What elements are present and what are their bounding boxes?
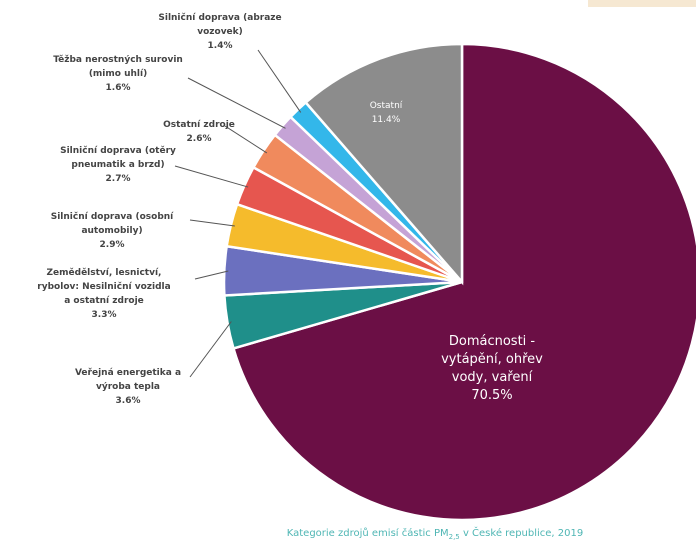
slice-value-label: 11.4% (372, 115, 401, 125)
slice-label-line: Veřejná energetika a (75, 368, 181, 378)
slice-label-9: Ostatní 11.4% (370, 101, 403, 125)
leader-line-2 (189, 321, 232, 378)
slice-label-3: Zemědělství, lesnictví, rybolov: Nesilnič… (37, 267, 170, 320)
leader-line-5 (174, 165, 249, 188)
pie-slice-1 (231, 42, 696, 522)
slice-label-1: Domácnosti - vytápění, ohřev vody, vaření 7… (441, 334, 543, 403)
slice-label-line: a ostatní zdroje (64, 296, 144, 306)
slice-label-line: (mimo uhlí) (89, 69, 147, 79)
slice-value-label: 70.5% (471, 388, 512, 403)
slice-label-6: Ostatní zdroje 2.6% (163, 120, 235, 144)
slice-label-8: Silniční doprava (abraze vozovek) 1.4% (158, 12, 281, 51)
caption-subscript: 2,5 (448, 533, 460, 541)
slice-label-line: rybolov: Nesilniční vozidla (37, 281, 170, 292)
slice-label-line: Ostatní zdroje (163, 120, 235, 130)
slice-label-line: výroba tepla (96, 382, 160, 392)
pie-slice-9 (303, 42, 464, 286)
slice-label-7: Těžba nerostných surovin (mimo uhlí) 1.6% (53, 54, 183, 93)
slice-value-label: 3.6% (116, 396, 141, 406)
chart-caption: Kategorie zdrojů emisí částic PM2,5 v Če… (200, 528, 670, 541)
caption-text-after: v České republice, 2019 (459, 528, 584, 539)
slice-value-label: 1.4% (208, 41, 233, 51)
leader-line-8 (257, 49, 302, 113)
leader-line-6 (224, 125, 268, 154)
slice-label-2: Veřejná energetika a výroba tepla 3.6% (75, 368, 181, 406)
slice-label-line: vytápění, ohřev (441, 352, 543, 367)
slice-value-label: 2.9% (100, 240, 125, 250)
leader-line-3 (194, 270, 229, 280)
slice-label-line: Silniční doprava (otěry (60, 145, 176, 156)
slice-label-5: Silniční doprava (otěry pneumatik a brzd)… (60, 145, 176, 184)
slice-label-line: Silniční doprava (abraze (158, 12, 281, 23)
leader-line-4 (189, 219, 235, 227)
slice-value-label: 3.3% (92, 310, 117, 320)
slice-label-line: Ostatní (370, 101, 403, 111)
slice-label-line: Těžba nerostných surovin (53, 54, 183, 65)
slice-label-line: vozovek) (197, 27, 243, 37)
slice-value-label: 2.6% (187, 134, 212, 144)
slice-label-line: automobily) (81, 226, 142, 236)
slice-label-line: vody, vaření (452, 370, 533, 385)
slice-labels: Domácnosti - vytápění, ohřev vody, vaření 7… (37, 12, 543, 406)
corner-decoration (588, 0, 696, 7)
leader-lines (174, 49, 302, 378)
slice-label-line: Domácnosti - (449, 334, 536, 349)
slice-label-line: Zemědělství, lesnictví, (47, 267, 162, 278)
leader-line-7 (187, 77, 286, 129)
slice-label-line: pneumatik a brzd) (71, 160, 164, 170)
slice-label-line: Silniční doprava (osobní (51, 211, 174, 222)
caption-text-before: Kategorie zdrojů emisí částic PM (286, 528, 449, 539)
slice-value-label: 1.6% (106, 83, 131, 93)
slice-value-label: 2.7% (106, 174, 131, 184)
pie-slices (222, 42, 696, 522)
slice-label-4: Silniční doprava (osobní automobily) 2.9% (51, 211, 174, 250)
